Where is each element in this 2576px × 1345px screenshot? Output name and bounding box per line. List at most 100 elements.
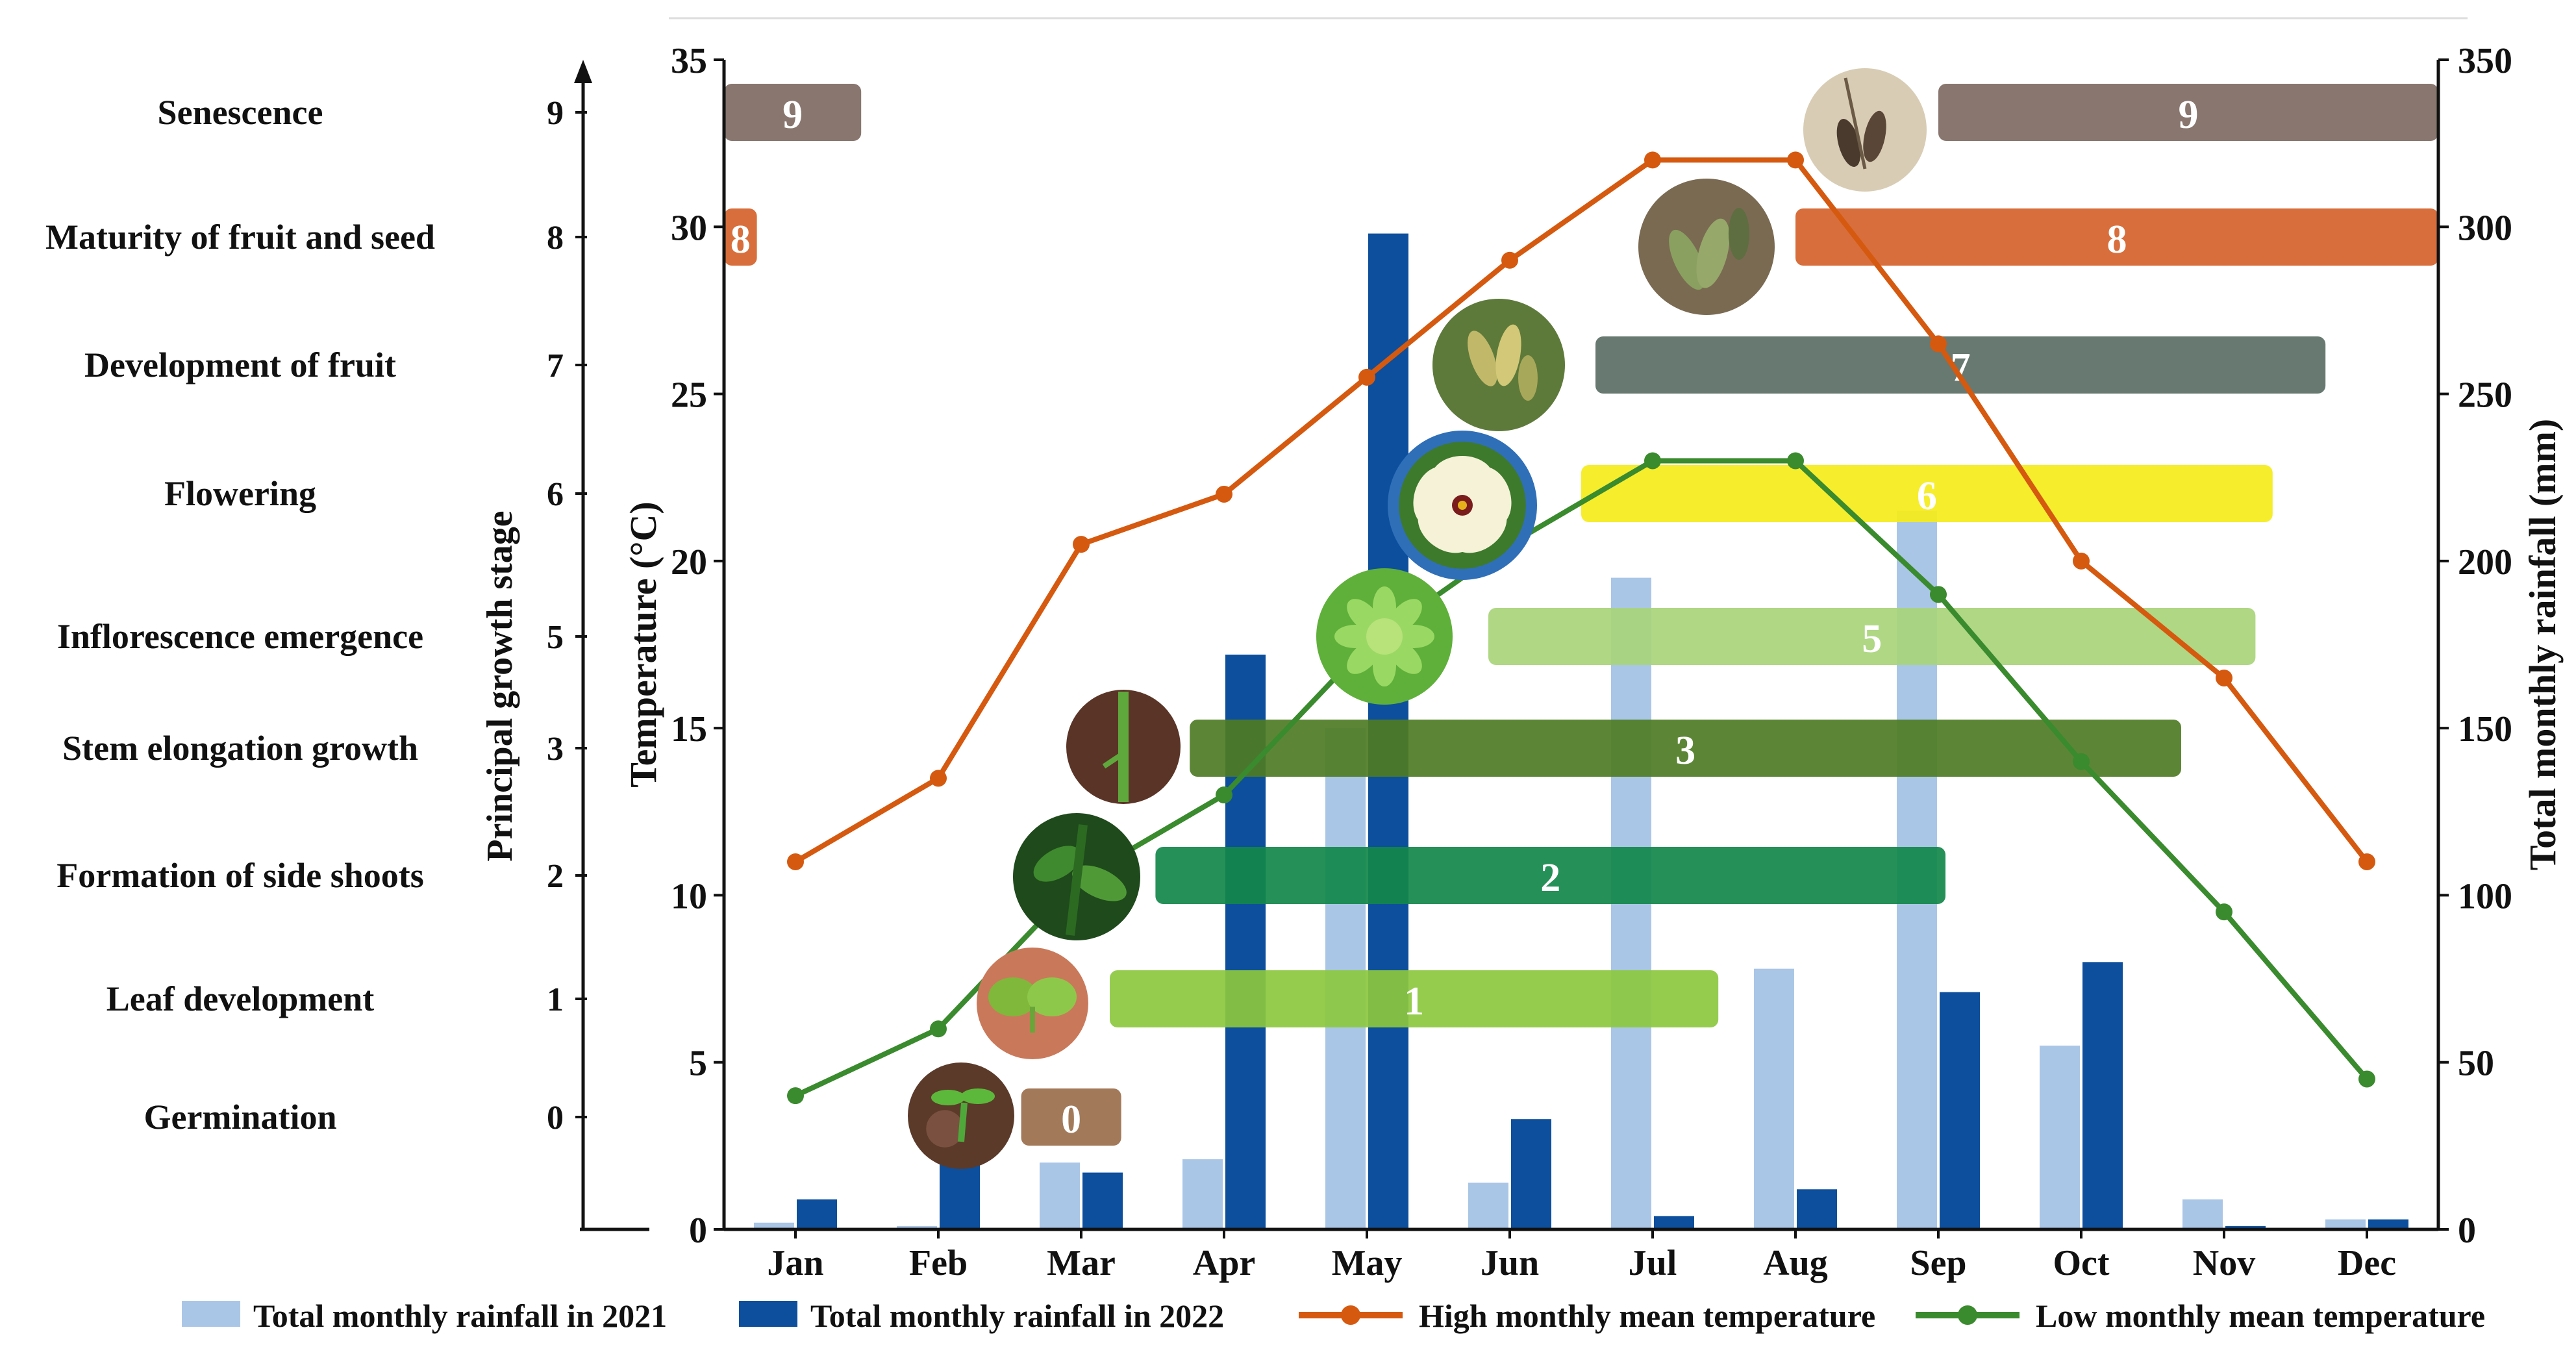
side-shoot-photo — [1013, 813, 1140, 940]
bar-2022-aug — [1797, 1189, 1837, 1229]
stage-axis-title: Principal growth stage — [480, 510, 520, 861]
stage-tick-8: 8 — [547, 220, 564, 257]
stage-tick-3: 3 — [547, 731, 564, 768]
stage-bar-0-0 — [1021, 1088, 1121, 1146]
bar-2021-apr — [1182, 1159, 1223, 1229]
temp-tick-20: 20 — [671, 542, 707, 583]
high-temp-point-feb — [930, 770, 947, 787]
high-temp-point-jan — [787, 853, 804, 870]
stage-bar-1-1 — [1110, 970, 1719, 1027]
stage-tick-1: 1 — [547, 981, 564, 1018]
rain-tick-100: 100 — [2458, 876, 2512, 916]
rain-tick-300: 300 — [2458, 208, 2512, 248]
temp-tick-0: 0 — [689, 1211, 707, 1251]
stage-name-5: Inflorescence emergence — [57, 617, 423, 656]
bar-2022-mar — [1082, 1172, 1123, 1229]
stage-bar-label-3-3: 3 — [1675, 729, 1695, 773]
x-tick-oct: Oct — [2053, 1243, 2109, 1283]
stage-photos — [908, 68, 1927, 1169]
dry-pod-photo — [1803, 68, 1927, 192]
low-temp-point-oct — [2073, 753, 2090, 770]
legend-label-4: Low monthly mean temperature — [2036, 1298, 2485, 1334]
x-tick-sep: Sep — [1910, 1243, 1966, 1283]
rain-tick-350: 350 — [2458, 41, 2512, 81]
stage-bar-label-1-1: 1 — [1404, 979, 1424, 1024]
bar-2022-nov — [2225, 1226, 2266, 1229]
low-temp-point-nov — [2216, 903, 2232, 921]
stage-bar-label-9-9: 9 — [782, 93, 803, 137]
bar-2022-jan — [797, 1199, 837, 1229]
stage-axis-arrow — [574, 60, 592, 83]
bar-2021-nov — [2182, 1199, 2223, 1229]
legend-swatch-2 — [739, 1301, 797, 1327]
stage-bar-8-7 — [1795, 208, 2438, 266]
stage-bar-label-8-7: 8 — [2107, 218, 2127, 262]
stage-name-3: Stem elongation growth — [62, 729, 418, 768]
fruit-photo — [1432, 299, 1565, 431]
stage-name-2: Formation of side shoots — [56, 856, 424, 895]
bar-2021-aug — [1754, 968, 1794, 1229]
stage-name-6: Flowering — [164, 474, 316, 513]
high-temp-point-sep — [1930, 335, 1947, 353]
stage-bar-label-8-8: 8 — [731, 218, 751, 262]
stem-photo — [1066, 690, 1181, 804]
x-tick-may: May — [1332, 1243, 1403, 1283]
temp-tick-35: 35 — [671, 41, 707, 81]
legend-swatch-1 — [182, 1301, 240, 1327]
stage-bar-8-8 — [724, 208, 757, 266]
bar-2021-mar — [1040, 1163, 1080, 1229]
inflorescence-photo — [1316, 568, 1453, 705]
stage-name-8: Maturity of fruit and seed — [45, 218, 435, 257]
x-tick-apr: Apr — [1193, 1243, 1255, 1283]
stage-bar-label-5-4: 5 — [1862, 617, 1882, 661]
bar-2022-jul — [1654, 1216, 1694, 1229]
x-tick-aug: Aug — [1763, 1243, 1828, 1283]
low-temp-point-sep — [1930, 586, 1947, 603]
low-temp-point-jan — [787, 1087, 804, 1105]
stage-bar-label-6-5: 6 — [1917, 474, 1937, 518]
x-tick-jan: Jan — [767, 1243, 823, 1283]
cotyledon-photo — [977, 948, 1088, 1059]
stage-bar-5-4 — [1488, 608, 2256, 665]
stage-bar-9-9 — [724, 84, 862, 141]
x-tick-mar: Mar — [1047, 1243, 1116, 1283]
legend: Total monthly rainfall in 2021 Total mont… — [182, 1298, 2485, 1334]
low-temp-point-dec — [2358, 1070, 2375, 1088]
stage-bar-2-2 — [1155, 847, 1945, 904]
temp-tick-10: 10 — [671, 876, 707, 916]
stage-bar-7-6 — [1595, 336, 2326, 394]
legend-label-3: High monthly mean temperature — [1419, 1298, 1875, 1334]
bar-2021-jun — [1468, 1182, 1508, 1229]
stage-tick-5: 5 — [547, 619, 564, 656]
stage-name-9: Senescence — [158, 93, 323, 132]
axes: Jan Feb Mar Apr May Jun Jul Aug Sep Oct Nov Dec0510… — [45, 41, 2564, 1283]
rain-tick-200: 200 — [2458, 542, 2512, 583]
bar-2022-jun — [1511, 1119, 1551, 1229]
high-temp-point-oct — [2073, 552, 2090, 570]
rain-tick-250: 250 — [2458, 375, 2512, 416]
bar-2022-sep — [1940, 992, 1980, 1229]
rain-tick-0: 0 — [2458, 1211, 2476, 1251]
low-temp-point-jul — [1644, 452, 1661, 470]
stage-tick-7: 7 — [547, 347, 564, 384]
high-temp-point-may — [1358, 368, 1375, 386]
rainfall-axis-title: Total monthly rainfall (mm) — [2521, 419, 2564, 870]
bar-2021-oct — [2040, 1045, 2080, 1229]
temp-tick-15: 15 — [671, 709, 707, 749]
stage-name-0: Germination — [144, 1098, 337, 1137]
rain-tick-150: 150 — [2458, 709, 2512, 749]
high-temp-line — [794, 157, 2370, 864]
temp-tick-25: 25 — [671, 375, 707, 416]
high-temp-point-mar — [1073, 536, 1090, 553]
high-temp-point-dec — [2358, 853, 2375, 870]
legend-label-1: Total monthly rainfall in 2021 — [253, 1298, 667, 1334]
stage-tick-2: 2 — [547, 858, 564, 895]
stage-tick-6: 6 — [547, 476, 564, 513]
rain-tick-50: 50 — [2458, 1044, 2494, 1084]
stage-bar-3-3 — [1190, 720, 2181, 777]
seedling-photo — [908, 1062, 1014, 1169]
high-temp-point-apr — [1216, 485, 1232, 503]
x-tick-dec: Dec — [2338, 1243, 2396, 1283]
